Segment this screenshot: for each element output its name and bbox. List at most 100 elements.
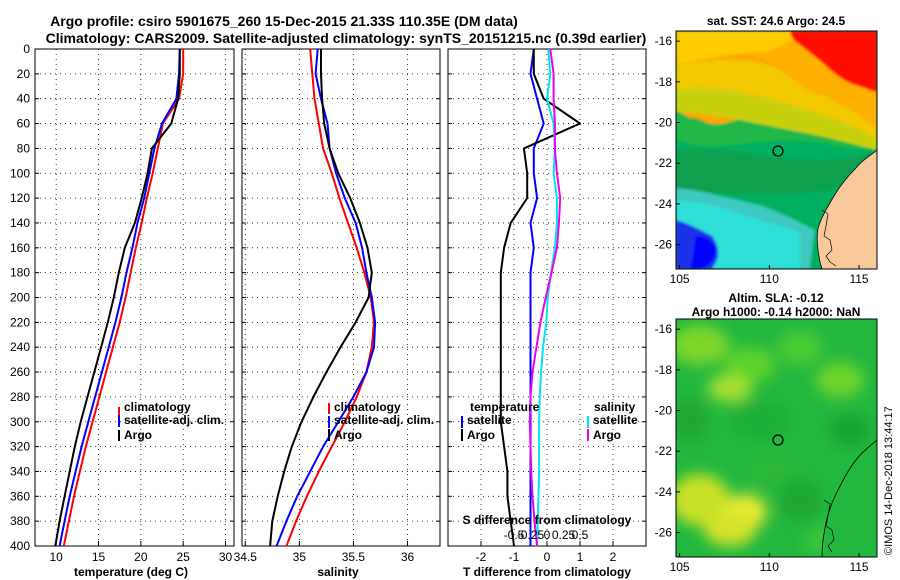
x-tick-label: 35 (293, 550, 307, 564)
y-tick-label: 60 (17, 117, 31, 131)
legend-satellite-label: satellite-adj. clim. (124, 413, 224, 427)
temperature-xlabel: temperature (deg C) (74, 565, 188, 579)
y-tick-label: 220 (10, 315, 30, 329)
series-line-argo (54, 49, 181, 546)
y-tick-label: 180 (10, 266, 30, 280)
figure-title-line1: Argo profile: csiro 5901675_260 15-Dec-2… (50, 13, 518, 29)
map-y-tick-label: -22 (655, 444, 673, 458)
salinity-legend: climatology satellite-adj. clim. Argo (328, 400, 434, 442)
legend-s-argo-label: Argo (593, 428, 621, 442)
series-line-climatology (62, 49, 185, 546)
sla-coast-detail (823, 499, 835, 553)
map-y-tick-label: -24 (655, 485, 673, 499)
difference-panel: -2 -1 0 1 2 -0.5-0.25 0 0.250.5 T difference f… (447, 48, 647, 579)
map-y-tick-label: -20 (655, 116, 673, 130)
legend-satellite-label: satellite-adj. clim. (334, 413, 434, 427)
figure-title-line2: Climatology: CARS2009. Satellite-adjuste… (46, 30, 647, 46)
temperature-panel: 10 15 20 25 30 0 20 40 60 80 100 120 140 160 180 200 22… (10, 42, 235, 579)
map-x-tick-label: 105 (670, 272, 690, 286)
sla-map: Altim. SLA: -0.12 Argo h1000: -0.14 h200… (655, 291, 878, 574)
salinity-xlabel: salinity (317, 565, 359, 579)
y-tick-label: 140 (10, 216, 30, 230)
s-difference-tick-label: 0 (544, 528, 551, 542)
x-tick-label: 1 (577, 550, 584, 564)
sst-field (676, 31, 877, 269)
difference-legend-salinity: salinity satellite Argo (587, 400, 638, 442)
sst-coast-detail (821, 209, 837, 267)
y-tick-label: 260 (10, 365, 30, 379)
y-tick-label: 320 (10, 440, 30, 454)
x-tick-label: 10 (49, 550, 63, 564)
s-difference-tick-label: 0.5 (572, 528, 589, 542)
imos-credit: ©IMOS 14-Dec-2018 13:44:17 (883, 406, 895, 555)
temperature-axes-frame (34, 48, 235, 547)
temperature-legend: climatology satellite-adj. clim. Argo (118, 400, 224, 442)
y-tick-label: 240 (10, 340, 30, 354)
sla-map-title: Altim. SLA: -0.12 (728, 291, 824, 305)
legend-t-satellite-label: satellite (467, 413, 512, 427)
map-x-tick-label: 110 (760, 560, 779, 574)
sst-map-frame (675, 30, 878, 270)
x-tick-label: 15 (92, 550, 106, 564)
difference-legend-temperature: temperature satellite Argo (461, 400, 540, 442)
legend-climatology-label: climatology (334, 400, 401, 414)
y-tick-label: 20 (17, 67, 31, 81)
y-tick-label: 380 (10, 514, 30, 528)
y-tick-label: 280 (10, 390, 30, 404)
y-tick-label: 40 (17, 92, 31, 106)
x-tick-label: -1 (509, 550, 520, 564)
y-tick-label: 80 (17, 141, 31, 155)
y-tick-label: 360 (10, 489, 30, 503)
series-line-temperature-argo (499, 49, 581, 546)
sla-field (676, 325, 870, 554)
sla-argo-location-marker (772, 434, 784, 446)
legend-climatology-label: climatology (124, 400, 191, 414)
x-tick-label: -2 (476, 550, 487, 564)
series-line-salinity-argo (528, 49, 562, 546)
x-tick-label: 2 (610, 550, 617, 564)
legend-temperature-title: temperature (470, 400, 540, 414)
sst-map: sat. SST: 24.6 Argo: 24.5 105 11 (655, 14, 878, 286)
map-y-tick-label: -22 (655, 156, 673, 170)
map-y-tick-label: -24 (655, 197, 673, 211)
legend-argo-label: Argo (334, 428, 362, 442)
x-tick-label: 30 (219, 550, 233, 564)
s-difference-tick-label: -0.25 (517, 528, 545, 542)
legend-t-argo-label: Argo (467, 428, 495, 442)
map-x-tick-label: 115 (849, 272, 868, 286)
map-y-tick-label: -18 (655, 363, 673, 377)
sla-map-frame (675, 318, 878, 558)
sla-land-australia (821, 439, 877, 557)
legend-s-satellite-label: satellite (593, 413, 638, 427)
map-x-tick-label: 115 (849, 560, 868, 574)
y-tick-label: 120 (10, 191, 30, 205)
y-tick-label: 400 (10, 539, 30, 553)
map-y-tick-label: -16 (655, 322, 673, 336)
y-tick-label: 200 (10, 291, 30, 305)
map-x-tick-label: 110 (760, 272, 779, 286)
x-tick-label: 36 (401, 550, 415, 564)
map-y-tick-label: -18 (655, 75, 673, 89)
x-tick-label: 25 (177, 550, 191, 564)
map-y-tick-label: -26 (655, 526, 673, 540)
sst-land-australia (816, 149, 877, 269)
salinity-panel: 34.5 35 35.5 36 salinity climatology satell… (234, 48, 441, 579)
salinity-difference-axis-label: S difference from climatology (463, 513, 632, 527)
y-tick-label: 340 (10, 464, 30, 478)
x-tick-label: 20 (134, 550, 148, 564)
sst-map-title: sat. SST: 24.6 Argo: 24.5 (707, 14, 846, 28)
series-line-argo (269, 49, 373, 546)
x-tick-label: 35.5 (342, 550, 366, 564)
map-y-tick-label: -16 (655, 34, 673, 48)
legend-argo-label: Argo (124, 428, 152, 442)
x-tick-label: 34.5 (234, 550, 258, 564)
y-tick-label: 100 (10, 166, 30, 180)
series-line-satellite-adj-clim- (58, 49, 181, 546)
sst-argo-location-marker (772, 145, 784, 157)
y-tick-label: 0 (23, 42, 30, 56)
map-y-tick-label: -20 (655, 404, 673, 418)
s-difference-tick-label: -0.5 (504, 528, 525, 542)
y-tick-label: 160 (10, 241, 30, 255)
series-line-satellite-adj-clim- (275, 49, 377, 546)
